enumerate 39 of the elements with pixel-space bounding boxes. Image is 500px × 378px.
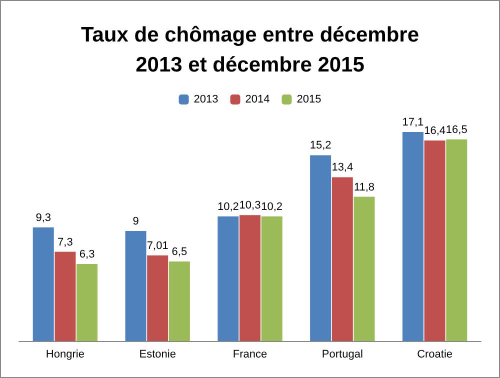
data-label: 9 (132, 216, 139, 228)
legend-label: 2013 (194, 94, 218, 106)
bar (424, 140, 446, 341)
x-tick-label: Croatie (417, 348, 453, 360)
data-label: 16,5 (446, 124, 468, 136)
chart-title: Taux de chômage entre décembre 2013 et décembre 2015 (80, 24, 420, 76)
bar (76, 264, 98, 341)
bar (147, 255, 168, 341)
bar (332, 177, 353, 341)
x-tick-label: Estonie (139, 348, 176, 360)
x-tick-label: Hongrie (46, 348, 84, 360)
bar (125, 231, 146, 341)
x-tick-label: Portugal (322, 348, 363, 360)
data-label: 15,2 (310, 140, 332, 152)
legend-label: 2014 (245, 94, 270, 106)
bar (402, 132, 424, 341)
bar (354, 196, 375, 341)
bar (168, 262, 190, 341)
data-label: 13,4 (332, 162, 354, 174)
bar (32, 227, 54, 341)
data-label: 17,1 (402, 116, 424, 128)
data-label: 6,3 (79, 248, 95, 260)
bar (261, 216, 282, 341)
data-label: 11,8 (354, 181, 375, 194)
data-label: 10,2 (261, 200, 283, 213)
bar (240, 215, 260, 341)
data-label: 9,3 (36, 212, 52, 224)
data-label: 7,01 (146, 240, 168, 252)
data-label: 6,5 (172, 246, 188, 258)
data-label: 10,3 (239, 200, 261, 212)
x-tick-label: France (232, 348, 268, 360)
data-label: 16,4 (424, 125, 446, 138)
bar (54, 252, 76, 341)
bar (446, 139, 468, 341)
bar (218, 216, 239, 341)
bar (310, 155, 332, 341)
data-label: 7,3 (58, 236, 73, 248)
legend-label: 2015 (296, 94, 322, 106)
data-label: 10,2 (217, 200, 239, 213)
